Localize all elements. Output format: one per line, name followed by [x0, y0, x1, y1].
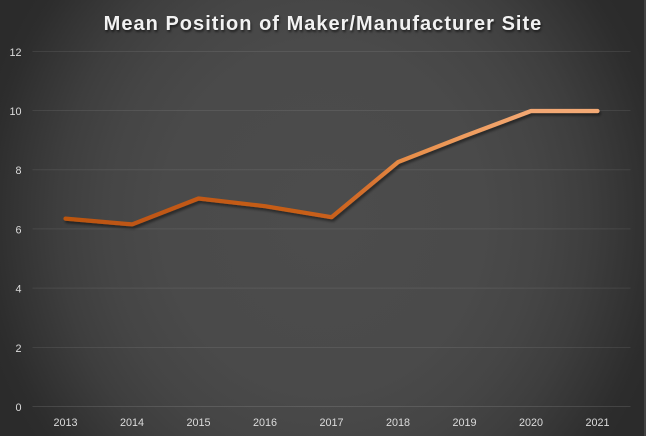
- svg-text:2013: 2013: [53, 417, 77, 429]
- svg-text:2017: 2017: [319, 417, 343, 429]
- svg-text:8: 8: [15, 165, 21, 177]
- svg-text:2018: 2018: [386, 417, 410, 429]
- svg-text:2019: 2019: [452, 417, 476, 429]
- svg-text:2016: 2016: [253, 417, 277, 429]
- svg-text:12: 12: [9, 47, 21, 59]
- svg-text:6: 6: [15, 224, 21, 236]
- svg-text:2021: 2021: [585, 417, 609, 429]
- svg-text:10: 10: [9, 106, 21, 118]
- svg-text:2014: 2014: [120, 417, 144, 429]
- svg-text:2: 2: [15, 343, 21, 355]
- svg-text:0: 0: [15, 402, 21, 414]
- svg-text:2015: 2015: [186, 417, 210, 429]
- svg-text:4: 4: [15, 284, 21, 296]
- svg-text:2020: 2020: [519, 417, 543, 429]
